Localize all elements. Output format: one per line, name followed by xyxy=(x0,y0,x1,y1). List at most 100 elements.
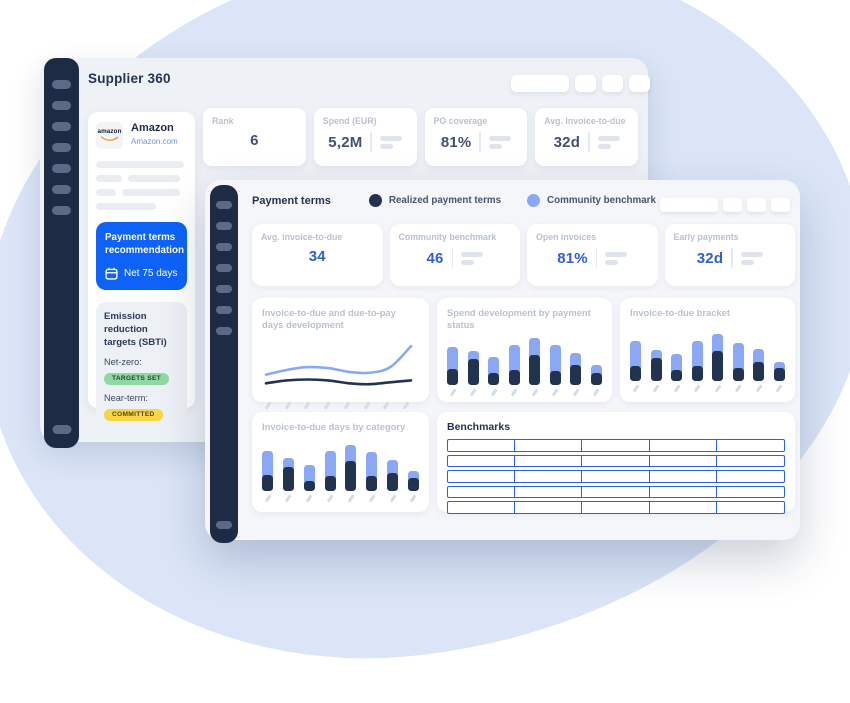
benchmarks-table-cell[interactable] xyxy=(582,502,650,513)
back-toolbar xyxy=(511,75,650,92)
sidebar-menu-pill[interactable] xyxy=(52,122,71,131)
app-sidebar xyxy=(44,58,79,448)
kpi-card-avg-invoice-to-due[interactable]: Avg. invoice-to-due 34 xyxy=(252,224,383,286)
stacked-bar xyxy=(467,335,479,386)
sidebar-menu-pill[interactable] xyxy=(52,185,71,194)
toolbar-button[interactable] xyxy=(660,198,718,212)
benchmarks-table-cell[interactable] xyxy=(717,502,784,513)
sidebar-menu-pill[interactable] xyxy=(52,80,71,89)
benchmarks-table-cell[interactable] xyxy=(717,471,784,482)
axis-tick-placeholder xyxy=(284,401,292,410)
bar-segment-community xyxy=(671,354,683,382)
benchmarks-table-cell[interactable] xyxy=(515,471,583,482)
payment-kpi-row: Avg. invoice-to-due 34 Community benchmark… xyxy=(252,224,795,286)
benchmarks-table-cell[interactable] xyxy=(650,486,717,497)
benchmarks-table-cell[interactable] xyxy=(582,440,650,451)
sidebar-settings-pill[interactable] xyxy=(52,425,71,434)
stacked-bar xyxy=(366,441,378,492)
axis-tick-placeholder xyxy=(264,494,271,503)
payment-terms-recommendation-card[interactable]: Payment terms recommendation Net 75 days xyxy=(96,222,187,291)
toolbar-button[interactable] xyxy=(747,198,766,212)
kpi-divider xyxy=(588,132,590,152)
bar-group xyxy=(549,335,561,397)
kpi-card-community-benchmark[interactable]: Community benchmark 46 xyxy=(389,224,520,286)
chart-title: Invoice-to-due bracket xyxy=(630,307,731,318)
toolbar-button[interactable] xyxy=(723,198,742,212)
benchmarks-table-cell[interactable] xyxy=(582,486,650,497)
benchmarks-table-cell[interactable] xyxy=(717,487,784,498)
chart-card-category[interactable]: Invoice-to-due days by category xyxy=(252,412,429,512)
page-title: Supplier 360 xyxy=(88,71,171,86)
sidebar-menu-pill[interactable] xyxy=(216,201,232,209)
chart-card-development[interactable]: Invoice-to-due and due-to-pay days devel… xyxy=(252,298,429,410)
sbti-card: Emission reduction targets (SBTi) Net-ze… xyxy=(96,302,187,431)
sparkline-placeholder-icon xyxy=(740,251,763,265)
sidebar-menu-pill[interactable] xyxy=(216,264,232,272)
axis-tick-placeholder xyxy=(410,494,417,503)
toolbar-button[interactable] xyxy=(575,75,596,92)
sidebar-menu-pill[interactable] xyxy=(216,222,232,230)
sidebar-menu-pill[interactable] xyxy=(52,206,71,215)
axis-ticks-row xyxy=(262,398,412,410)
kpi-label: Community benchmark xyxy=(398,232,497,242)
sidebar-menu-pill[interactable] xyxy=(52,143,71,152)
supplier-domain-link[interactable]: Amazon.com xyxy=(131,136,178,146)
benchmarks-table-cell[interactable] xyxy=(717,440,784,451)
sidebar-menu-pill[interactable] xyxy=(52,101,71,110)
bar-segment-realized xyxy=(630,366,641,382)
benchmarks-table-cell[interactable] xyxy=(515,455,583,466)
kpi-card-po-coverage[interactable]: PO coverage 81% xyxy=(424,108,528,166)
legend-item: Realized payment terms xyxy=(368,194,501,207)
axis-tick-placeholder xyxy=(490,388,497,397)
sidebar-menu-pill[interactable] xyxy=(216,327,232,335)
chart-title: Invoice-to-due and due-to-pay days devel… xyxy=(262,307,396,331)
bar-segment-community xyxy=(366,452,378,492)
toolbar-button[interactable] xyxy=(771,198,790,212)
kpi-card-early-payments[interactable]: Early payments 32d xyxy=(664,224,795,286)
sidebar-menu-pill[interactable] xyxy=(216,285,232,293)
chart-card-bracket[interactable]: Invoice-to-due bracket xyxy=(620,298,795,402)
bar-segment-realized xyxy=(712,351,724,382)
benchmarks-table-cell[interactable] xyxy=(582,455,650,466)
axis-tick-placeholder xyxy=(593,388,600,397)
benchmarks-table-cell[interactable] xyxy=(650,455,717,466)
benchmarks-table-cell[interactable] xyxy=(448,471,516,482)
toolbar-button[interactable] xyxy=(629,75,650,92)
benchmarks-table-cell[interactable] xyxy=(448,440,516,451)
benchmarks-table-cell[interactable] xyxy=(582,471,650,482)
chart-card-spend-status[interactable]: Spend development by payment status xyxy=(437,298,612,402)
benchmarks-table-cell[interactable] xyxy=(448,486,516,497)
axis-tick-placeholder xyxy=(714,384,722,393)
toolbar-button[interactable] xyxy=(511,75,569,92)
bar-segment-community xyxy=(303,465,315,492)
benchmarks-table-cell[interactable] xyxy=(717,456,784,467)
stacked-bar xyxy=(549,335,561,386)
kpi-card-avg-invoice-to-due[interactable]: Avg. Invoice-to-due 32d xyxy=(535,108,638,166)
benchmarks-table-cell[interactable] xyxy=(650,502,717,513)
supplier-details-skeleton xyxy=(96,161,187,210)
toolbar-button[interactable] xyxy=(602,75,623,92)
benchmarks-table-cell[interactable] xyxy=(515,440,583,451)
kpi-card-rank[interactable]: Rank 6 xyxy=(203,108,306,166)
benchmarks-table-cell[interactable] xyxy=(515,502,583,513)
kpi-card-spend-eur-[interactable]: Spend (EUR) 5,2M xyxy=(313,108,417,166)
sidebar-menu-pill[interactable] xyxy=(52,164,71,173)
amazon-logo-icon: amazon xyxy=(96,122,123,149)
axis-tick-placeholder xyxy=(368,494,376,503)
benchmarks-table-cell[interactable] xyxy=(448,455,516,466)
sidebar-menu-pill[interactable] xyxy=(216,306,232,314)
kpi-card-open-invoices[interactable]: Open invoices 81% xyxy=(527,224,658,286)
sidebar-settings-pill[interactable] xyxy=(216,521,232,529)
benchmarks-table-cell[interactable] xyxy=(515,486,583,497)
benchmarks-table-cell[interactable] xyxy=(650,440,717,451)
benchmarks-table-cell[interactable] xyxy=(650,471,717,482)
benchmarks-card[interactable]: Benchmarks xyxy=(437,412,795,514)
bar-segment-community xyxy=(447,347,458,386)
sparkline-placeholder-icon xyxy=(379,135,402,149)
axis-tick-placeholder xyxy=(323,401,331,410)
bar-group xyxy=(650,331,662,393)
kpi-value-row: 81% xyxy=(434,132,519,152)
bar-group xyxy=(529,335,541,397)
benchmarks-table-cell[interactable] xyxy=(448,502,516,513)
sidebar-menu-pill[interactable] xyxy=(216,243,232,251)
